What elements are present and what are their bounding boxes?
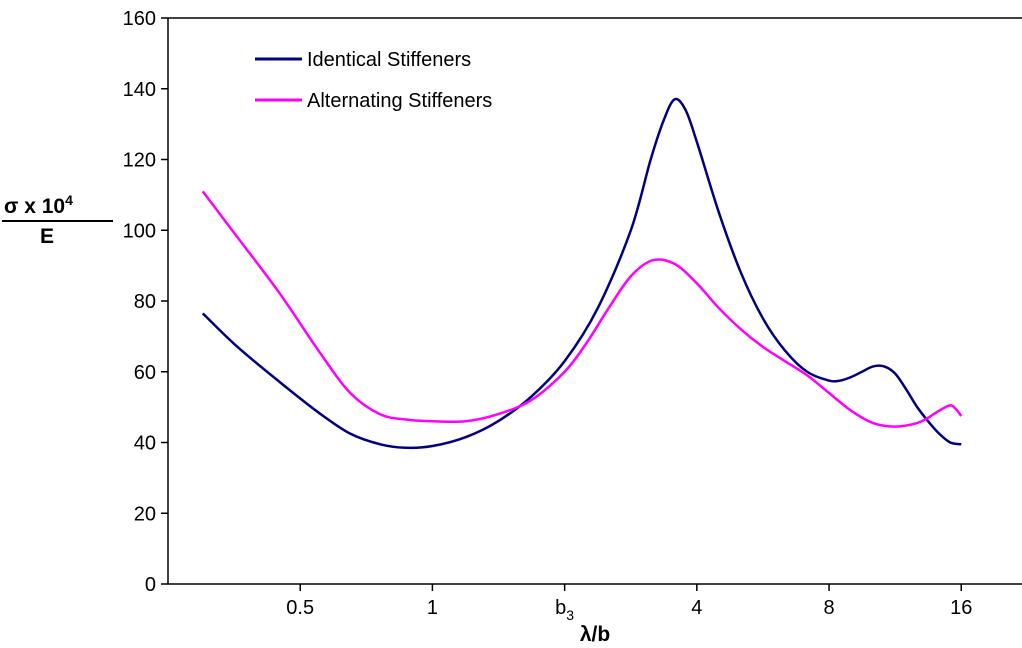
x-tick-label: b3 bbox=[555, 597, 574, 623]
y-tick-label: 40 bbox=[134, 433, 156, 455]
x-axis-title: λ/b bbox=[580, 623, 610, 646]
axes bbox=[167, 17, 1022, 585]
series-line-identical-stiffeners bbox=[201, 97, 962, 450]
y-ticks: 0 20 40 60 80 100 120 140 160 bbox=[123, 8, 168, 596]
y-axis-title-denominator: E bbox=[40, 225, 54, 248]
legend-item-identical: Identical Stiffeners bbox=[255, 49, 471, 71]
x-tick-label-text: 16 bbox=[950, 597, 972, 619]
y-axis-title-numerator: σ x 104 bbox=[4, 192, 73, 218]
legend-label-alternating: Alternating Stiffeners bbox=[307, 90, 492, 112]
x-tick-label: 16 bbox=[950, 597, 972, 619]
series-line-alternating-stiffeners bbox=[201, 190, 963, 428]
y-tick-label: 100 bbox=[123, 220, 156, 242]
y-tick-label: 60 bbox=[134, 362, 156, 384]
y-axis-title-exponent: 4 bbox=[65, 192, 73, 208]
y-tick-label: 120 bbox=[123, 150, 156, 172]
y-tick-label: 80 bbox=[134, 291, 156, 313]
y-axis-title: σ x 104 E bbox=[2, 192, 113, 248]
x-tick-label: 0.5 bbox=[286, 597, 314, 619]
y-tick-label: 20 bbox=[134, 503, 156, 525]
x-tick-label-text: b bbox=[555, 597, 566, 619]
x-ticks: 0.5 1 b3 4 8 16 bbox=[286, 584, 972, 623]
legend-label-identical: Identical Stiffeners bbox=[307, 49, 471, 71]
x-tick-label: 8 bbox=[823, 597, 834, 619]
x-tick-label: 4 bbox=[691, 597, 702, 619]
y-tick-label: 0 bbox=[145, 574, 156, 596]
y-tick-label: 140 bbox=[123, 79, 156, 101]
x-tick-label-text: 1 bbox=[427, 597, 438, 619]
x-tick-label-text: 0.5 bbox=[286, 597, 314, 619]
x-tick-label-text: 8 bbox=[823, 597, 834, 619]
x-tick-label-subscript: 3 bbox=[566, 607, 574, 623]
legend: Identical Stiffeners Alternating Stiffen… bbox=[255, 49, 492, 112]
legend-item-alternating: Alternating Stiffeners bbox=[255, 90, 492, 112]
x-tick-label-text: 4 bbox=[691, 597, 702, 619]
x-tick-label: 1 bbox=[427, 597, 438, 619]
y-tick-label: 160 bbox=[123, 8, 156, 30]
plot-lines bbox=[201, 97, 963, 450]
